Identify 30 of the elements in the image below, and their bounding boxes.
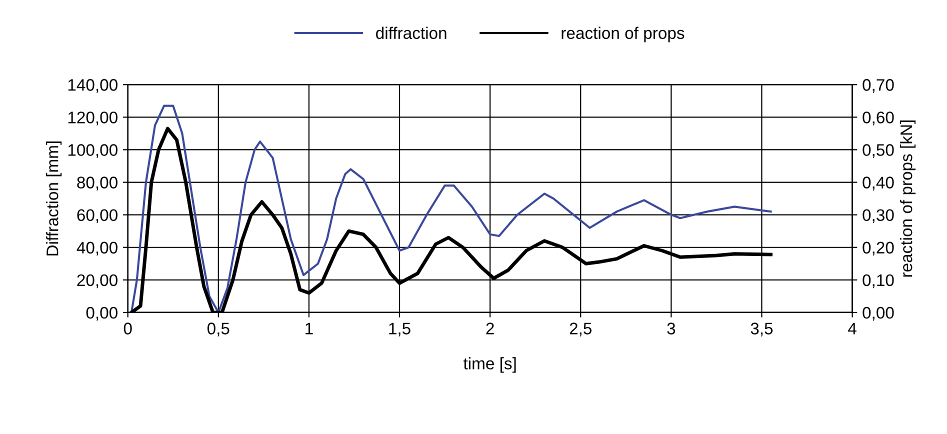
y2-tick-label: 0,60 bbox=[862, 112, 894, 126]
y-tick-label: 60,00 bbox=[77, 209, 118, 223]
legend-label: diffraction bbox=[376, 26, 446, 39]
legend-label: reaction of props bbox=[562, 26, 684, 42]
x-tick-label: 1 bbox=[306, 322, 313, 334]
y2-tick-label: 0,50 bbox=[862, 144, 894, 158]
y-tick-label: 140,00 bbox=[68, 79, 118, 93]
y2-tick-label: 0,40 bbox=[862, 176, 894, 190]
y-axis-title: Diffraction [mm] bbox=[46, 142, 62, 256]
x-tick-label: 4 bbox=[848, 322, 856, 334]
y2-tick-label: 0,30 bbox=[862, 209, 894, 223]
y2-tick-label: 0,10 bbox=[862, 274, 894, 288]
y2-tick-label: 0,70 bbox=[862, 79, 894, 93]
x-tick-label: 0,5 bbox=[207, 322, 230, 336]
x-tick-label: 1,5 bbox=[389, 322, 410, 336]
y2-tick-label: 0,20 bbox=[862, 242, 894, 256]
x-axis-title: time [s] bbox=[463, 357, 516, 373]
y-tick-label: 100,00 bbox=[68, 144, 118, 158]
y-tick-label: 20,00 bbox=[77, 274, 118, 288]
y2-axis-title: reaction of props [kN] bbox=[900, 120, 916, 277]
x-tick-label: 3 bbox=[667, 322, 676, 334]
y-tick-label: 0,00 bbox=[86, 306, 118, 321]
x-tick-label: 2,5 bbox=[570, 322, 592, 336]
x-tick-label: 0 bbox=[124, 322, 132, 334]
y2-tick-label: 0,00 bbox=[862, 306, 894, 321]
y-tick-label: 120,00 bbox=[68, 112, 118, 126]
x-tick-label: 2 bbox=[486, 322, 494, 334]
y-tick-label: 40,00 bbox=[76, 242, 118, 256]
x-tick-label: 3,5 bbox=[750, 322, 773, 336]
y-tick-label: 80,00 bbox=[77, 176, 118, 190]
